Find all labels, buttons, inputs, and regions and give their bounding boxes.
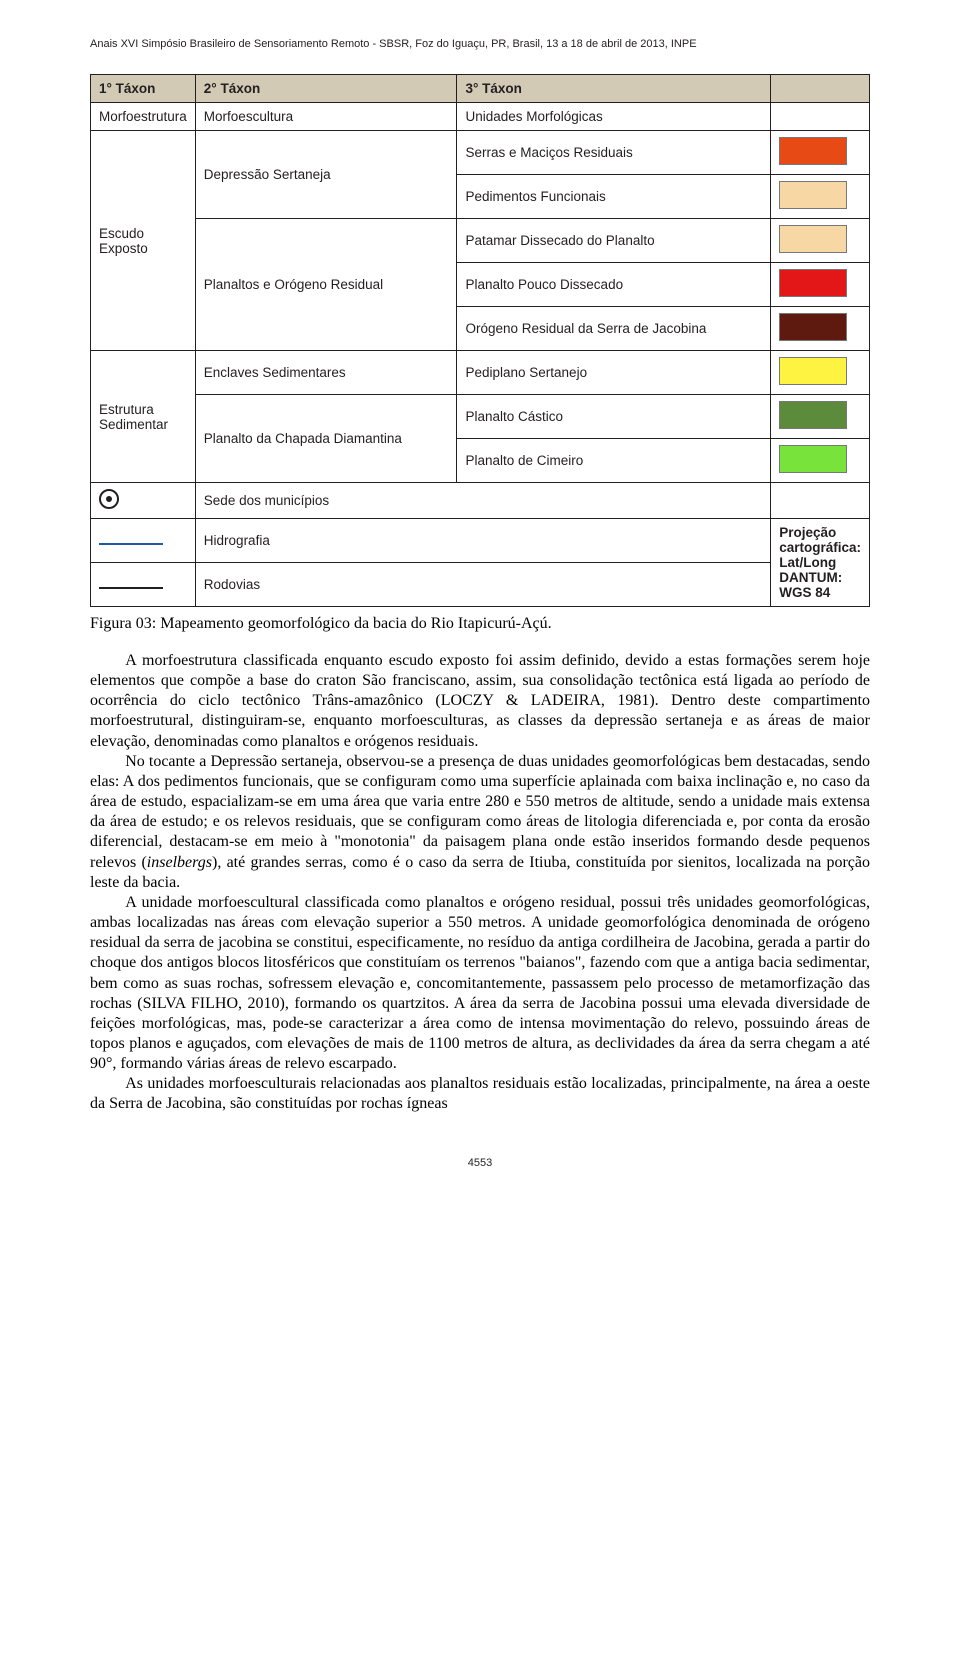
paragraph-4: As unidades morfoesculturais relacionada… <box>90 1074 870 1114</box>
row-serras: Escudo Exposto Depressão Sertaneja Serra… <box>91 131 870 175</box>
cell-cimeiro: Planalto de Cimeiro <box>457 439 771 483</box>
swatch-color <box>779 445 847 473</box>
p2-italic: inselbergs <box>147 854 212 871</box>
row-patamar: Planaltos e Orógeno Residual Patamar Dis… <box>91 219 870 263</box>
swatch-castico <box>771 395 870 439</box>
cell-depressao: Depressão Sertaneja <box>195 131 457 219</box>
cell-empty <box>771 483 870 519</box>
cell-enclaves: Enclaves Sedimentares <box>195 351 457 395</box>
swatch-pediplano <box>771 351 870 395</box>
line-black-icon <box>99 587 163 589</box>
swatch-patamar <box>771 219 870 263</box>
cell-morfoescultura: Morfoescultura <box>195 103 457 131</box>
swatch-color <box>779 137 847 165</box>
symbol-sede <box>91 483 196 519</box>
cell-projection: Projeção cartográfica: Lat/Long DANTUM: … <box>771 519 870 607</box>
legend-head: 1° Táxon 2° Táxon 3° Táxon <box>91 75 870 103</box>
swatch-cimeiro <box>771 439 870 483</box>
head-taxon3: 3° Táxon <box>457 75 771 103</box>
legend-table: 1° Táxon 2° Táxon 3° Táxon Morfoestrutur… <box>90 74 870 607</box>
row-castico: Planalto da Chapada Diamantina Planalto … <box>91 395 870 439</box>
row-pediplano: Estrutura Sedimentar Enclaves Sedimentar… <box>91 351 870 395</box>
cell-serras-residuais: Serras e Maciços Residuais <box>457 131 771 175</box>
dot-icon <box>99 489 119 509</box>
proj-line1: Projeção cartográfica: Lat/Long <box>779 525 861 570</box>
swatch-color <box>779 357 847 385</box>
cell-pedimentos: Pedimentos Funcionais <box>457 175 771 219</box>
symbol-hidro <box>91 519 196 563</box>
paragraph-2: No tocante a Depressão sertaneja, observ… <box>90 752 870 893</box>
figure-caption: Figura 03: Mapeamento geomorfológico da … <box>90 615 870 633</box>
head-taxon2: 2° Táxon <box>195 75 457 103</box>
swatch-serras <box>771 131 870 175</box>
cell-swatch-empty <box>771 103 870 131</box>
cell-rodovias: Rodovias <box>195 563 770 607</box>
row-sede: Sede dos municípios <box>91 483 870 519</box>
cell-unidades: Unidades Morfológicas <box>457 103 771 131</box>
cell-orogeno-jacobina: Orógeno Residual da Serra de Jacobina <box>457 307 771 351</box>
paragraph-3: A unidade morfoescultural classificada c… <box>90 893 870 1074</box>
cell-planaltos-orogeno: Planaltos e Orógeno Residual <box>195 219 457 351</box>
cell-morfoestrutura: Morfoestrutura <box>91 103 196 131</box>
swatch-color <box>779 269 847 297</box>
proj-line2: DANTUM: WGS 84 <box>779 570 861 600</box>
cell-pediplano: Pediplano Sertanejo <box>457 351 771 395</box>
head-swatch <box>771 75 870 103</box>
cell-sede: Sede dos municípios <box>195 483 770 519</box>
swatch-color <box>779 225 847 253</box>
swatch-jacobina <box>771 307 870 351</box>
paragraph-1: A morfoestrutura classificada enquanto e… <box>90 651 870 752</box>
line-blue-icon <box>99 543 163 545</box>
swatch-color <box>779 401 847 429</box>
cell-estrutura-sedimentar: Estrutura Sedimentar <box>91 351 196 483</box>
swatch-pouco-dissecado <box>771 263 870 307</box>
swatch-color <box>779 181 847 209</box>
cell-hidro: Hidrografia <box>195 519 770 563</box>
row-hidro: Hidrografia Projeção cartográfica: Lat/L… <box>91 519 870 563</box>
swatch-pedimentos <box>771 175 870 219</box>
swatch-color <box>779 313 847 341</box>
symbol-rodovias <box>91 563 196 607</box>
row-class-labels: Morfoestrutura Morfoescultura Unidades M… <box>91 103 870 131</box>
cell-escudo-exposto: Escudo Exposto <box>91 131 196 351</box>
cell-chapada: Planalto da Chapada Diamantina <box>195 395 457 483</box>
cell-patamar: Patamar Dissecado do Planalto <box>457 219 771 263</box>
row-rodovias: Rodovias <box>91 563 870 607</box>
head-taxon1: 1° Táxon <box>91 75 196 103</box>
cell-pouco-dissecado: Planalto Pouco Dissecado <box>457 263 771 307</box>
cell-castico: Planalto Cástico <box>457 395 771 439</box>
page-number: 4553 <box>90 1157 870 1169</box>
body-text: A morfoestrutura classificada enquanto e… <box>90 651 870 1115</box>
running-header: Anais XVI Simpósio Brasileiro de Sensori… <box>90 38 870 50</box>
